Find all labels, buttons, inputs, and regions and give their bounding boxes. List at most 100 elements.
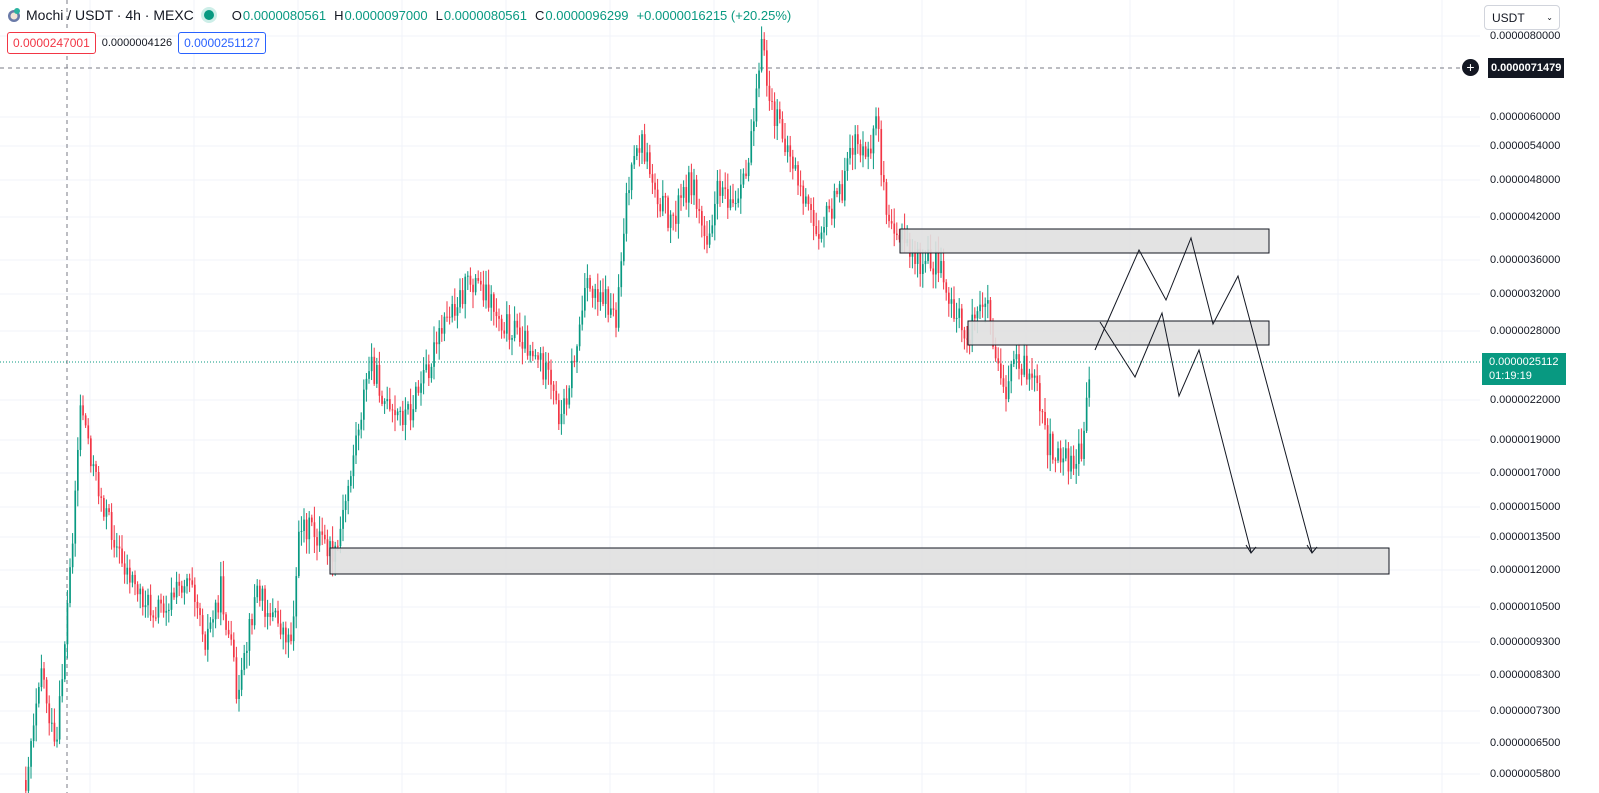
candle-body — [376, 364, 378, 384]
candle-body — [160, 599, 162, 604]
candle — [576, 344, 578, 373]
candle — [173, 587, 175, 600]
candle — [272, 598, 274, 622]
candle-body — [565, 398, 568, 405]
candle — [526, 325, 529, 360]
candle-body — [1046, 425, 1049, 456]
candle — [708, 220, 711, 249]
candle — [963, 326, 966, 350]
candle — [58, 680, 61, 745]
candle-body — [589, 278, 591, 289]
buy-button[interactable]: 0.0000251127 — [178, 32, 266, 54]
candle — [170, 577, 173, 616]
candle — [955, 302, 958, 333]
candle-body — [864, 146, 867, 157]
projection-path-a[interactable] — [1094, 236, 1313, 553]
candle-body — [1062, 458, 1065, 463]
candle-body — [269, 613, 272, 618]
candle-body — [1013, 359, 1015, 365]
candle — [61, 663, 64, 703]
candle-body — [558, 400, 560, 425]
candle-body — [935, 250, 937, 275]
candle — [513, 306, 516, 342]
candle-body — [706, 236, 708, 245]
candle — [110, 503, 113, 550]
candle — [402, 400, 404, 432]
symbol-title[interactable]: Mochi / USDT · 4h · MEXC — [26, 7, 194, 23]
candle — [157, 595, 160, 624]
candle — [734, 190, 737, 211]
candle-body — [134, 574, 136, 585]
candle-body — [623, 233, 625, 262]
candle — [1062, 447, 1065, 476]
candle-body — [576, 346, 578, 363]
candle — [872, 125, 875, 170]
candle-body — [857, 134, 859, 145]
candle — [225, 612, 227, 636]
candle — [688, 165, 690, 218]
candle — [69, 558, 71, 608]
candle-body — [831, 208, 833, 219]
candle — [350, 470, 352, 493]
candle-body — [456, 307, 459, 316]
candle — [100, 487, 103, 512]
candle — [719, 169, 721, 207]
candle — [316, 528, 318, 561]
candle-body — [225, 614, 227, 630]
candle-body — [802, 185, 805, 204]
candle — [500, 314, 503, 339]
candle — [298, 520, 300, 579]
candle-body — [142, 588, 144, 608]
candle-body — [199, 608, 201, 616]
candle — [789, 135, 792, 173]
projection-path-b[interactable] — [1099, 311, 1252, 553]
candle — [885, 178, 888, 225]
candle-body — [984, 303, 987, 307]
candle — [495, 298, 498, 328]
candle-body — [916, 248, 919, 264]
candle — [207, 614, 209, 662]
candle-body — [1083, 430, 1085, 459]
candle — [948, 287, 950, 317]
candle — [285, 621, 287, 655]
candle — [1031, 358, 1033, 390]
currency-select[interactable]: USDT ⌄ — [1484, 5, 1560, 30]
candle-body — [433, 342, 435, 367]
candle-body — [1080, 443, 1083, 459]
projection-arrowhead-a — [1306, 544, 1318, 554]
candle-body — [701, 211, 703, 226]
candle — [560, 400, 563, 435]
price-axis-label: 0.0000042000 — [1490, 211, 1561, 223]
candle — [599, 280, 602, 311]
candle — [357, 423, 360, 451]
candle — [521, 326, 524, 365]
candle-body — [326, 539, 329, 557]
candle — [880, 120, 883, 187]
candle-body — [1078, 443, 1080, 464]
candle-body — [464, 276, 467, 305]
candle — [295, 567, 298, 629]
candle-body — [568, 388, 571, 405]
candle-body — [285, 627, 287, 643]
candle-body — [300, 530, 303, 532]
candle — [669, 210, 672, 244]
candle — [365, 372, 368, 402]
candle-body — [893, 223, 896, 234]
candle-body — [516, 320, 519, 328]
candle-body — [355, 435, 357, 456]
support-zone-lower[interactable] — [329, 547, 1390, 575]
sell-button[interactable]: 0.0000247001 — [7, 32, 96, 54]
resistance-zone-middle[interactable] — [967, 320, 1270, 346]
candle-body — [204, 634, 207, 650]
resistance-zone-upper[interactable] — [899, 228, 1270, 254]
candle-body — [542, 353, 545, 380]
candle-body — [477, 278, 480, 281]
candle — [875, 107, 877, 136]
candle — [279, 609, 282, 640]
candle-body — [370, 356, 373, 372]
candle — [175, 571, 178, 605]
add-alert-plus-icon[interactable]: + — [1462, 59, 1479, 76]
candle-body — [987, 300, 989, 304]
candle-body — [643, 134, 646, 162]
